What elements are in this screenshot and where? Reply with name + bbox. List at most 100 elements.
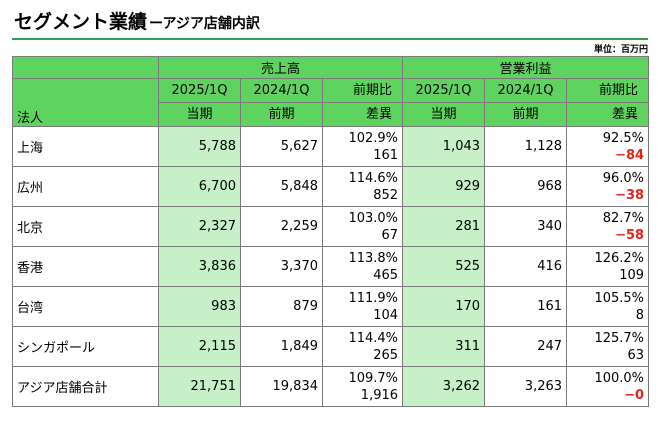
corp-name: 台湾 — [12, 286, 159, 327]
sales-diff-amount: 852 — [373, 187, 399, 203]
op-current: 929 — [402, 166, 486, 207]
sales-diff: 103.0% 67 — [321, 206, 404, 247]
op-diff-ratio: 105.5% — [594, 290, 645, 306]
sales-diff-ratio: 103.0% — [348, 210, 399, 226]
page-title: セグメント業績 ーアジア店舗内訳 — [14, 6, 646, 38]
op-current: 1,043 — [402, 126, 486, 167]
header-op-prev-label: 前期 — [484, 102, 568, 127]
corp-name: 上海 — [12, 126, 159, 167]
op-diff-ratio: 92.5% — [602, 130, 645, 146]
sales-previous: 879 — [240, 286, 323, 327]
op-diff-amount: −38 — [615, 187, 645, 203]
title-main: セグメント業績 — [14, 11, 148, 33]
title-subtitle: ーアジア店舗内訳 — [149, 16, 260, 32]
sales-diff: 102.9% 161 — [321, 126, 404, 167]
segment-table: 売上高 営業利益 法人 2025/1Q 2024/1Q 前期比 2025/1Q … — [12, 56, 650, 407]
sales-current: 2,327 — [158, 206, 241, 247]
sales-current: 3,836 — [158, 246, 241, 287]
op-current: 525 — [402, 246, 486, 287]
corp-name: シンガポール — [12, 326, 159, 367]
sales-diff-amount: 465 — [373, 267, 399, 283]
sales-diff-ratio: 111.9% — [348, 290, 399, 306]
unit-label: 単位：百万円 — [593, 45, 648, 55]
sales-current: 21,751 — [158, 366, 241, 407]
sales-diff-ratio: 114.6% — [348, 170, 399, 186]
op-diff-ratio: 82.7% — [602, 210, 645, 226]
corp-name: 北京 — [12, 206, 159, 247]
table-row: 香港 3,836 3,370 113.8% 465 525 416 126.2% 109 — [12, 246, 650, 287]
corp-name: 香港 — [12, 246, 159, 287]
sales-previous: 1,849 — [240, 326, 323, 367]
table-row: シンガポール 2,115 1,849 114.4% 265 311 247 125.7% 63 — [12, 326, 650, 367]
op-current: 170 — [402, 286, 486, 327]
header-corner — [12, 56, 159, 79]
header-op-diff-bottom: 差異 — [566, 102, 650, 127]
sales-diff: 114.6% 852 — [321, 166, 404, 207]
sales-diff-amount: 67 — [381, 227, 399, 243]
header-sales-diff-top: 前期比 — [321, 78, 404, 103]
op-diff-ratio: 126.2% — [594, 250, 645, 266]
op-previous: 247 — [484, 326, 568, 367]
header-op-prev-period: 2024/1Q — [484, 78, 568, 103]
op-diff: 92.5% −84 — [566, 126, 650, 167]
sales-current: 2,115 — [158, 326, 241, 367]
op-previous: 3,263 — [484, 366, 568, 407]
op-previous: 1,128 — [484, 126, 568, 167]
header-op-cur-label: 当期 — [402, 102, 486, 127]
sales-diff-amount: 265 — [373, 347, 399, 363]
op-previous: 416 — [484, 246, 568, 287]
header-op-diff-top: 前期比 — [566, 78, 650, 103]
op-diff-amount: 63 — [627, 347, 645, 363]
header-row-periods: 法人 2025/1Q 2024/1Q 前期比 2025/1Q 2024/1Q 前… — [12, 78, 650, 127]
op-diff: 125.7% 63 — [566, 326, 650, 367]
sales-diff-amount: 161 — [373, 147, 399, 163]
sales-current: 5,788 — [158, 126, 241, 167]
op-diff-amount: −58 — [615, 227, 645, 243]
header-sales-prev-period: 2024/1Q — [240, 78, 323, 103]
op-diff-amount: 8 — [635, 307, 645, 323]
table-row: 広州 6,700 5,848 114.6% 852 929 968 96.0% −38 — [12, 166, 650, 207]
header-group-sales: 売上高 — [157, 56, 404, 79]
table-row: 台湾 983 879 111.9% 104 170 161 105.5% 8 — [12, 286, 650, 327]
title-divider — [12, 38, 648, 40]
sales-current: 6,700 — [158, 166, 241, 207]
header-row-groups: 売上高 営業利益 — [12, 56, 650, 79]
op-current: 3,262 — [402, 366, 486, 407]
sales-previous: 2,259 — [240, 206, 323, 247]
header-group-operating-income: 営業利益 — [402, 56, 650, 79]
op-diff-amount: −84 — [615, 147, 645, 163]
header-row-labels: 当期 前期 差異 当期 前期 差異 — [13, 102, 650, 127]
sales-diff-ratio: 102.9% — [348, 130, 399, 146]
header-sales-cur-label: 当期 — [158, 102, 241, 127]
op-previous: 340 — [484, 206, 568, 247]
op-diff-ratio: 100.0% — [594, 370, 645, 386]
sales-current: 983 — [158, 286, 241, 327]
op-diff: 96.0% −38 — [566, 166, 650, 207]
op-previous: 161 — [484, 286, 568, 327]
sales-diff-ratio: 114.4% — [348, 330, 399, 346]
corp-name: 広州 — [12, 166, 159, 207]
op-diff: 105.5% 8 — [566, 286, 650, 327]
table-row: 上海 5,788 5,627 102.9% 161 1,043 1,128 92.5% −84 — [12, 126, 650, 167]
sales-diff: 111.9% 104 — [321, 286, 404, 327]
sales-diff: 113.8% 465 — [321, 246, 404, 287]
corp-name: アジア店舗合計 — [12, 366, 159, 407]
header-sales-prev-label: 前期 — [240, 102, 323, 127]
sales-diff: 109.7% 1,916 — [321, 366, 404, 407]
sales-previous: 5,848 — [240, 166, 323, 207]
sales-diff: 114.4% 265 — [321, 326, 404, 367]
sales-previous: 3,370 — [240, 246, 323, 287]
op-diff: 126.2% 109 — [566, 246, 650, 287]
op-diff-amount: 109 — [619, 267, 645, 283]
op-diff-ratio: 125.7% — [594, 330, 645, 346]
sales-diff-ratio: 113.8% — [348, 250, 399, 266]
op-diff: 82.7% −58 — [566, 206, 650, 247]
sales-previous: 5,627 — [240, 126, 323, 167]
header-op-cur-period: 2025/1Q — [402, 78, 486, 103]
header-sales-cur-period: 2025/1Q — [158, 78, 241, 103]
sales-diff-amount: 104 — [373, 307, 399, 323]
sales-diff-amount: 1,916 — [360, 387, 399, 403]
op-current: 311 — [402, 326, 486, 367]
header-sales-diff-bottom: 差異 — [321, 102, 404, 127]
op-diff: 100.0% −0 — [566, 366, 650, 407]
